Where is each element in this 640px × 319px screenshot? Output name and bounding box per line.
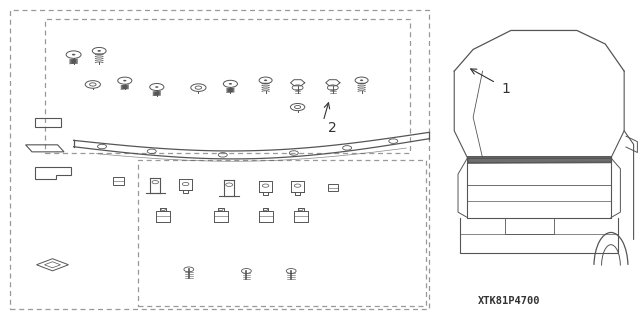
Text: 2: 2 [328, 121, 337, 135]
Bar [35, 118, 61, 127]
Bar [10, 10, 429, 309]
Circle shape [97, 50, 101, 52]
Circle shape [228, 83, 232, 85]
Bar [113, 177, 124, 185]
Circle shape [264, 79, 268, 81]
Bar [45, 19, 410, 153]
Circle shape [123, 80, 127, 81]
Text: XTK81P4700: XTK81P4700 [477, 296, 540, 307]
Text: 1: 1 [501, 82, 510, 96]
Circle shape [360, 79, 364, 81]
Bar [138, 160, 426, 306]
Bar [328, 184, 338, 191]
Circle shape [72, 54, 76, 56]
Circle shape [155, 86, 159, 88]
